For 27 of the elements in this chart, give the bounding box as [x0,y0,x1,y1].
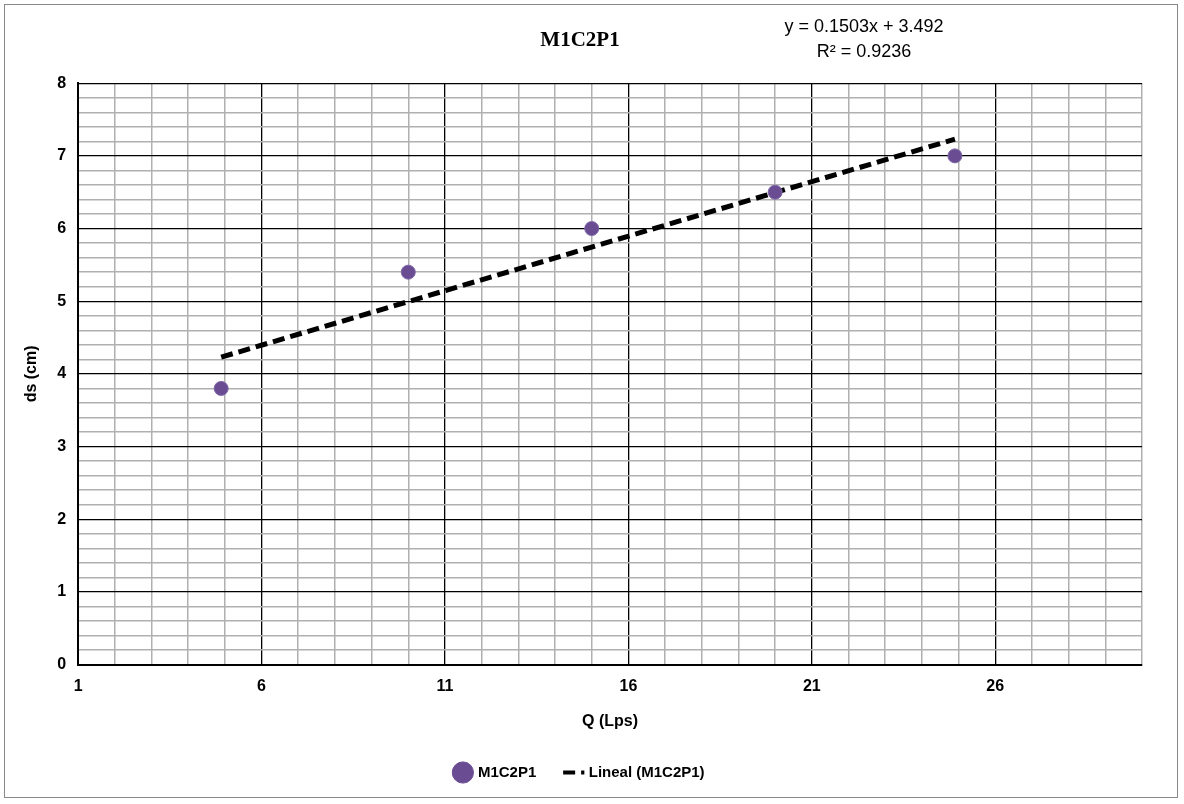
y-tick-label: 7 [57,146,67,164]
chart-title: M1C2P1 [540,27,620,52]
y-tick-label: 5 [57,291,67,309]
x-tick-label: 11 [436,676,454,694]
y-tick-label: 8 [57,73,67,91]
x-tick-label: 6 [257,676,267,694]
legend-label: Lineal (M1C2P1) [588,762,705,780]
y-tick-label: 2 [57,509,67,527]
point [767,184,783,200]
y-axis-title: ds (cm) [22,345,40,403]
text: y = 0.1503x + 3.492 [784,15,944,36]
y-tick-label: 1 [57,582,67,600]
legend-label: M1C2P1 [477,762,537,780]
y-tick-label: 3 [57,436,67,454]
point [400,264,416,280]
y-tick-label: 6 [57,218,67,236]
x-axis-title: Q (Lps) [582,711,639,729]
x-tick-label: 21 [802,676,821,694]
point [213,380,229,396]
x-tick-label: 1 [73,676,83,694]
y-tick-label: 4 [57,364,67,382]
point [947,148,963,164]
point [584,221,600,237]
y-tick-label: 0 [57,655,67,673]
x-tick-label: 16 [619,676,638,694]
text: R² = 0.9236 [816,40,912,61]
x-tick-label: 26 [986,676,1005,694]
